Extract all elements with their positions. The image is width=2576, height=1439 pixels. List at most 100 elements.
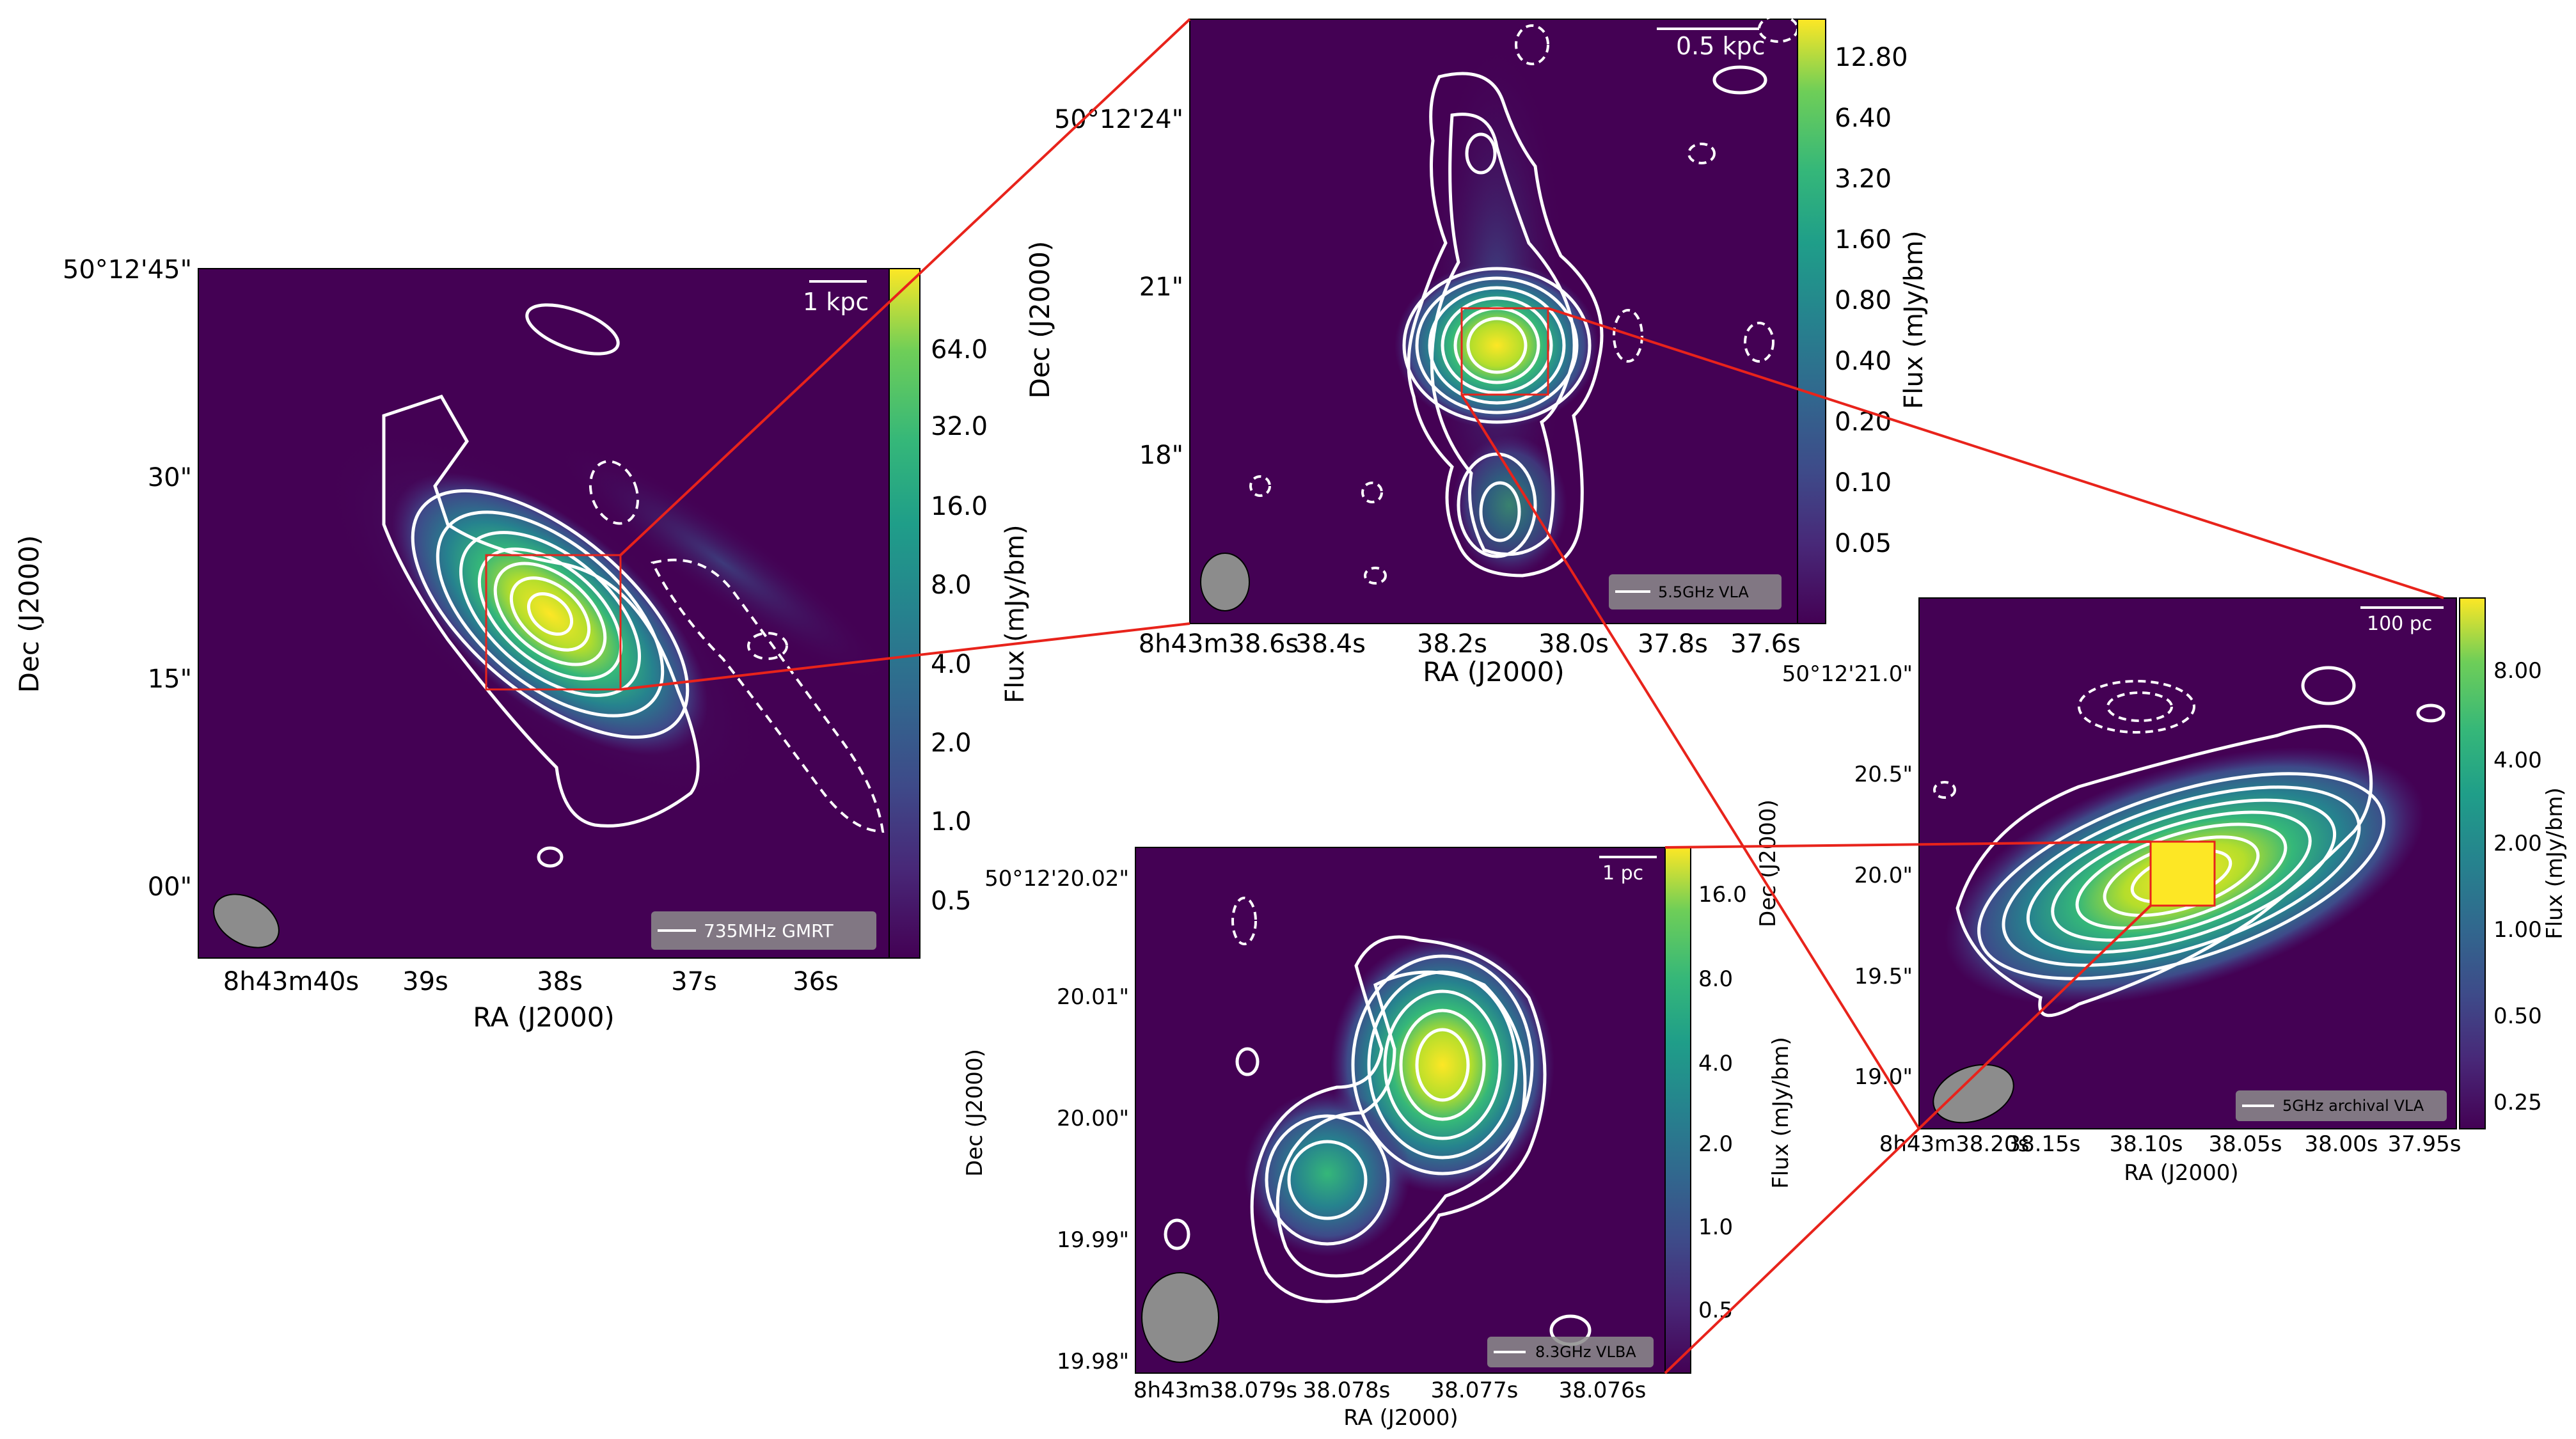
vla55-colorbar [1797, 19, 1826, 624]
gmrt-x-tick: 37s [671, 967, 717, 996]
vla55-cb-tick: 6.40 [1835, 104, 1892, 133]
gmrt-y-tick: 50°12'45" [63, 255, 192, 285]
vla5-beam [1932, 1064, 2014, 1124]
gmrt-x-tick: 8h43m40s [223, 967, 359, 996]
vla5-y-tick: 19.5" [1854, 964, 1913, 989]
vla5-y-tick: 19.0" [1854, 1064, 1913, 1090]
gmrt-zoom-box [485, 554, 622, 691]
gmrt-y-label: Dec (J2000) [13, 535, 45, 693]
vlba-y-tick: 20.00" [1057, 1106, 1129, 1131]
gmrt-cb-tick: 4.0 [931, 650, 972, 679]
vla55-beam [1200, 553, 1250, 611]
vlba-beam [1141, 1272, 1219, 1363]
vla55-x-tick: 38.2s [1417, 629, 1487, 659]
panel-vla5: 100 pc 5GHz archival VLA 8.00 4.00 2.00 … [1755, 597, 2568, 1186]
gmrt-y-tick: 30" [148, 463, 192, 492]
vla55-x-tick: 38.4s [1295, 629, 1366, 659]
gmrt-negative-contours [589, 460, 885, 833]
gmrt-y-tick: 15" [148, 664, 192, 694]
vla5-x-label: RA (J2000) [2124, 1160, 2238, 1186]
panel-gmrt: 1 kpc 735MHz GMRT 64.0 32.0 16.0 8.0 4.0… [13, 255, 1030, 1033]
gmrt-cb-tick: 16.0 [931, 492, 988, 521]
gmrt-legend-label: 735MHz GMRT [704, 920, 834, 941]
vla5-x-tick: 38.05s [2208, 1131, 2282, 1157]
vlba-colorbar [1664, 847, 1691, 1374]
vla55-y-tick: 50°12'24" [1054, 105, 1183, 134]
vlba-x-tick: 8h43m38.079s [1134, 1378, 1297, 1403]
vla55-y-label: Dec (J2000) [1024, 241, 1055, 399]
vlba-contours [1164, 935, 1592, 1346]
vla55-x-tick: 8h43m38.6s [1139, 629, 1299, 659]
gmrt-cb-label: Flux (mJy/bm) [1000, 524, 1030, 703]
gmrt-cb-tick: 1.0 [931, 807, 972, 837]
vla55-x-tick: 38.0s [1538, 629, 1609, 659]
vla5-legend-box [2236, 1090, 2447, 1121]
vla5-y-label: Dec (J2000) [1755, 799, 1781, 927]
gmrt-colorbar [889, 268, 921, 959]
panel-vla55: 0.5 kpc 5.5GHz VLA 12.80 6.40 3.20 1.60 … [1024, 15, 1929, 688]
vlba-cb-tick: 2.0 [1698, 1131, 1733, 1157]
vla55-y-tick: 21" [1139, 272, 1183, 302]
gmrt-y-tick: 00" [148, 872, 192, 902]
gmrt-cb-tick: 64.0 [931, 335, 988, 365]
vla55-legend-box [1609, 574, 1782, 609]
vlba-scale-bar-label: 1 pc [1602, 862, 1643, 885]
gmrt-x-tick: 36s [793, 967, 839, 996]
vla55-y-tick: 18" [1139, 441, 1183, 470]
vla55-zoom-box [1460, 307, 1549, 396]
gmrt-beam [213, 893, 280, 948]
vlba-x-tick: 38.078s [1303, 1378, 1391, 1403]
vla5-contours [1956, 666, 2446, 1018]
vla55-cb-tick: 0.80 [1835, 286, 1892, 315]
vla5-x-tick: 38.10s [2109, 1131, 2183, 1157]
vla5-cb-tick: 2.00 [2493, 831, 2542, 856]
gmrt-x-tick: 38s [537, 967, 583, 996]
vla5-y-tick: 20.0" [1854, 863, 1913, 888]
gmrt-scale-bar-label: 1 kpc [803, 288, 869, 316]
gmrt-cb-tick: 32.0 [931, 412, 988, 441]
vla5-cb-label: Flux (mJy/bm) [2542, 787, 2568, 939]
vla55-legend-label: 5.5GHz VLA [1658, 583, 1749, 601]
vla55-cb-tick: 3.20 [1835, 164, 1892, 194]
vlba-x-label: RA (J2000) [1343, 1405, 1458, 1431]
vla55-cb-tick: 0.05 [1835, 529, 1892, 558]
vlba-y-tick: 19.99" [1057, 1227, 1129, 1253]
panel-vlba: 1 pc 8.3GHz VLBA 16.0 8.0 4.0 2.0 1.0 0.… [962, 847, 1794, 1431]
vla5-x-tick: 38.15s [2007, 1131, 2080, 1157]
gmrt-x-tick: 39s [402, 967, 448, 996]
vla55-cb-tick: 0.10 [1835, 468, 1892, 498]
vla55-x-label: RA (J2000) [1423, 656, 1565, 688]
vla55-cb-tick: 1.60 [1835, 225, 1892, 255]
vlba-legend-label: 8.3GHz VLBA [1535, 1343, 1636, 1361]
vla55-scale-bar-label: 0.5 kpc [1676, 32, 1766, 60]
vla5-cb-tick: 0.50 [2493, 1003, 2542, 1029]
gmrt-legend-box [651, 911, 876, 950]
vlba-cb-tick: 0.5 [1698, 1298, 1733, 1323]
vla5-cb-tick: 4.00 [2493, 748, 2542, 773]
vlba-legend-box [1487, 1337, 1654, 1367]
vlba-y-label: Dec (J2000) [962, 1049, 988, 1177]
vlba-x-tick: 38.077s [1431, 1378, 1519, 1403]
vlba-y-tick: 20.01" [1057, 984, 1129, 1010]
vla55-cb-tick: 0.20 [1835, 407, 1892, 437]
vla55-x-tick: 37.8s [1638, 629, 1708, 659]
vla5-negative-contours [1933, 680, 2195, 799]
gmrt-cb-tick: 0.5 [931, 886, 972, 916]
vla5-colorbar [2459, 597, 2486, 1129]
vlba-y-tick: 19.98" [1057, 1349, 1129, 1374]
vla5-cb-tick: 0.25 [2493, 1090, 2542, 1115]
vlba-y-tick: 50°12'20.02" [984, 866, 1129, 892]
vlba-negative-contours [1231, 897, 1257, 945]
vla55-x-tick: 37.6s [1730, 629, 1801, 659]
vla5-scale-bar-label: 100 pc [2367, 613, 2432, 635]
vla5-zoom-box [2149, 840, 2216, 907]
vla55-cb-tick: 0.40 [1835, 347, 1892, 376]
vla5-cb-tick: 8.00 [2493, 658, 2542, 684]
vlba-cb-tick: 1.0 [1698, 1215, 1733, 1240]
zoom-connectors [619, 18, 2444, 1374]
vlba-cb-tick: 8.0 [1698, 966, 1733, 992]
gmrt-cb-tick: 2.0 [931, 728, 972, 758]
vla5-y-tick: 20.5" [1854, 762, 1913, 787]
vla5-cb-tick: 1.00 [2493, 917, 2542, 943]
vla5-y-tick: 50°12'21.0" [1782, 661, 1913, 687]
